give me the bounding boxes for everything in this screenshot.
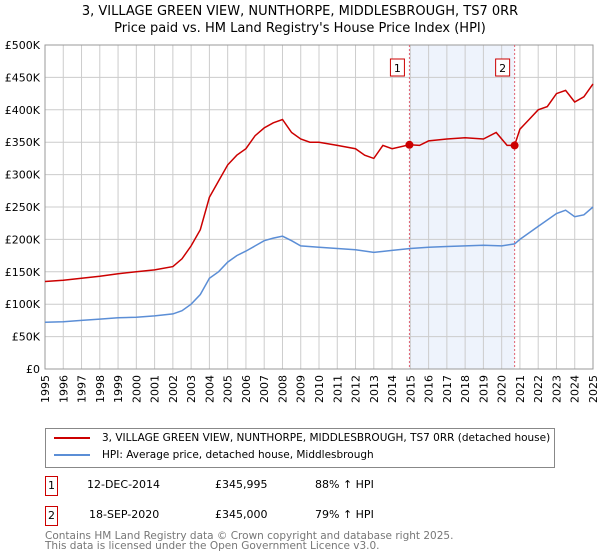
sale-label: 1 [394,62,401,75]
chart-title: 3, VILLAGE GREEN VIEW, NUNTHORPE, MIDDLE… [81,4,519,19]
legend-label: HPI: Average price, detached house, Midd… [102,449,374,461]
x-tick-label: 2022 [532,375,545,403]
property-price-line [44,83,594,283]
sale-price: £345,995 [215,478,268,491]
x-tick-label: 2017 [441,375,454,403]
x-tick-label: 2014 [386,375,399,403]
sale-hpi: 79% ↑ HPI [315,508,374,521]
y-tick-label: £100K [5,298,41,311]
footer-line-2: This data is licensed under the Open Gov… [45,540,380,552]
y-tick-label: £50K [12,331,41,344]
sale-label-box [495,58,511,77]
legend-swatch-blue [54,454,90,456]
x-tick-label: 2024 [569,375,582,403]
sale-date: 18-SEP-2020 [89,508,160,521]
x-tick-label: 2000 [130,375,143,403]
x-tick-label: 1998 [94,375,107,403]
y-tick-label: £150K [5,266,41,279]
chart-subtitle: Price paid vs. HM Land Registry's House … [114,21,486,36]
sale-label-box [389,58,405,77]
y-tick-label: £300K [5,169,41,182]
x-tick-label: 2009 [295,375,308,403]
legend-item-property: 3, VILLAGE GREEN VIEW, NUNTHORPE, MIDDLE… [54,432,550,444]
x-tick-label: 2016 [423,375,436,403]
sale-price: £345,000 [215,508,268,521]
sale-marker-label: 1 [45,476,58,496]
y-tick-label: £0 [26,363,40,376]
sale-hpi: 88% ↑ HPI [315,478,374,491]
x-tick-label: 2018 [459,375,472,403]
x-tick-label: 2020 [496,375,509,403]
sale-point [405,140,414,149]
x-tick-label: 2006 [240,375,253,403]
legend-swatch-red [54,437,90,439]
x-tick-label: 2010 [313,375,326,403]
y-tick-label: £350K [5,136,41,149]
x-tick-label: 2003 [185,375,198,403]
x-tick-label: 2007 [258,375,271,403]
y-tick-label: £450K [5,71,41,84]
hpi-line [44,206,594,324]
footer-line-1: Contains HM Land Registry data © Crown c… [45,530,454,542]
sale-date: 12-DEC-2014 [87,478,161,491]
y-tick-label: £200K [5,233,41,246]
x-tick-label: 2013 [368,375,381,403]
x-tick-label: 2015 [404,375,417,403]
footer: Contains HM Land Registry data © Crown c… [45,530,454,552]
x-tick-label: 2002 [167,375,180,403]
y-tick-label: £500K [5,39,41,52]
x-tick-label: 2025 [587,375,600,403]
x-tick-label: 2004 [203,375,216,403]
x-tick-label: 2001 [149,375,162,403]
x-tick-label: 1996 [57,375,70,403]
sale-label: 2 [499,62,506,75]
legend: 3, VILLAGE GREEN VIEW, NUNTHORPE, MIDDLE… [45,428,555,468]
x-tick-label: 2023 [550,375,563,403]
x-tick-label: 2012 [350,375,363,403]
x-tick-label: 1999 [112,375,125,403]
sale-point [510,141,519,150]
x-tick-label: 1997 [76,375,89,403]
y-tick-label: £400K [5,104,41,117]
legend-item-hpi: HPI: Average price, detached house, Midd… [54,449,374,461]
x-tick-label: 2005 [222,375,235,403]
x-tick-label: 2008 [276,375,289,403]
x-tick-label: 2021 [514,375,527,403]
plot-area: £0 £50K £100K £150K £200K £250K £300K £350K £400… [5,39,600,403]
sale-marker-label: 2 [45,506,58,526]
y-tick-label: £250K [5,201,41,214]
legend-label: 3, VILLAGE GREEN VIEW, NUNTHORPE, MIDDLE… [102,432,551,444]
x-tick-label: 1995 [39,375,52,403]
x-tick-label: 2011 [331,375,344,403]
x-tick-label: 2019 [477,375,490,403]
